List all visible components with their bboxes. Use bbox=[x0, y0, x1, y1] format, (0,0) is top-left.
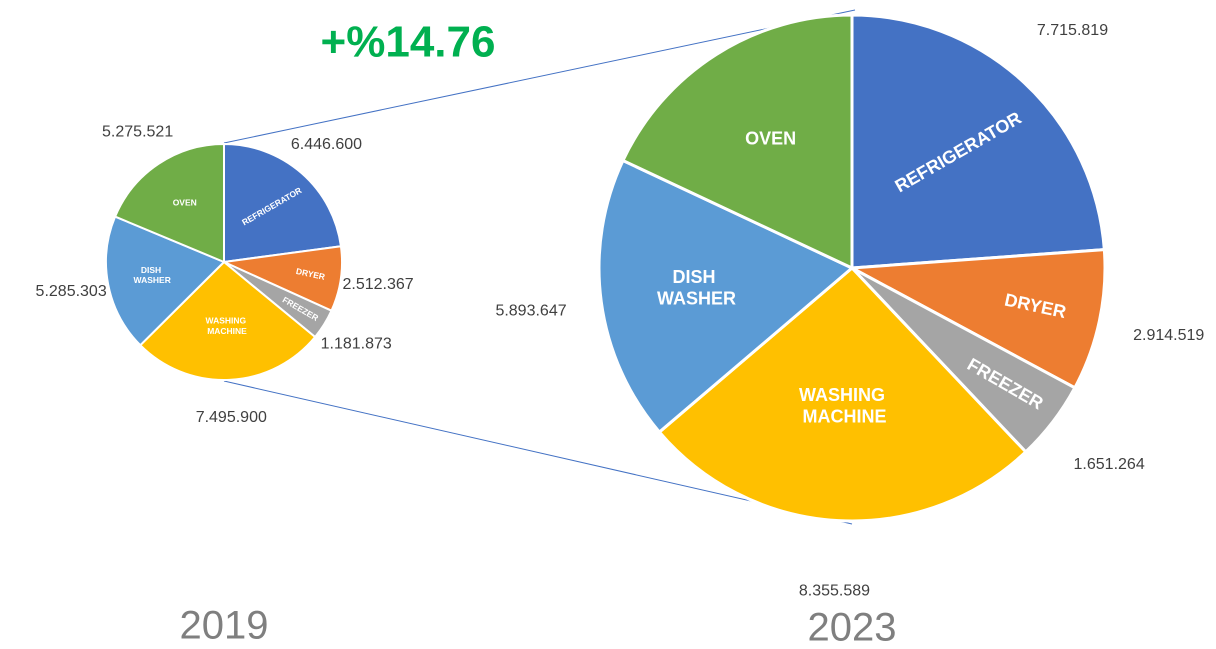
value-label: 8.355.589 bbox=[799, 583, 870, 600]
value-label: 6.446.600 bbox=[291, 136, 362, 153]
slice-label: DISH WASHER bbox=[134, 265, 171, 285]
value-label: 2.914.519 bbox=[1133, 327, 1204, 344]
slice-label-line: MACHINE bbox=[802, 406, 886, 426]
slice-label: DISH WASHER bbox=[657, 267, 736, 309]
annotation: +%14.76 bbox=[321, 18, 496, 67]
value-label: 5.893.647 bbox=[495, 302, 566, 319]
pie-slice bbox=[850, 13, 1106, 270]
chart-title: 2019 bbox=[180, 604, 269, 648]
value-label: 2.512.367 bbox=[343, 276, 414, 293]
value-label: 7.495.900 bbox=[196, 409, 267, 426]
value-label: 1.181.873 bbox=[321, 336, 392, 353]
slice-label: OVEN bbox=[745, 129, 796, 149]
slice-label-line: WASHER bbox=[134, 275, 171, 285]
pie-slice bbox=[846, 248, 1107, 390]
slice-label-line: WASHER bbox=[657, 288, 736, 308]
slice-label: WASHING MACHINE bbox=[799, 385, 890, 427]
value-label: 1.651.264 bbox=[1074, 456, 1145, 473]
slice-label-line: WASHING bbox=[206, 316, 249, 326]
pie-slice bbox=[597, 158, 855, 435]
slice-label-line: DISH bbox=[673, 267, 721, 287]
connector-line bbox=[223, 9, 856, 144]
pie-slice bbox=[105, 215, 226, 347]
slice-label: OVEN bbox=[173, 197, 197, 207]
value-label: 5.275.521 bbox=[102, 124, 173, 141]
slice-label-line: DISH bbox=[141, 265, 164, 275]
pie-slice bbox=[113, 142, 225, 264]
slice-label-line: MACHINE bbox=[207, 326, 247, 336]
pie-slice bbox=[620, 13, 854, 271]
value-label: 7.715.819 bbox=[1037, 22, 1108, 39]
pie-slice bbox=[138, 260, 317, 381]
slice-label-line: WASHING bbox=[799, 385, 890, 405]
chart-title: 2023 bbox=[808, 606, 897, 649]
pie-slice bbox=[223, 142, 343, 264]
value-label: 5.285.303 bbox=[36, 283, 107, 300]
connector-line bbox=[223, 380, 853, 525]
pie-slice bbox=[657, 265, 1028, 523]
slice-label: WASHING MACHINE bbox=[206, 316, 249, 336]
value-label: 5.830.636 bbox=[643, 0, 714, 3]
